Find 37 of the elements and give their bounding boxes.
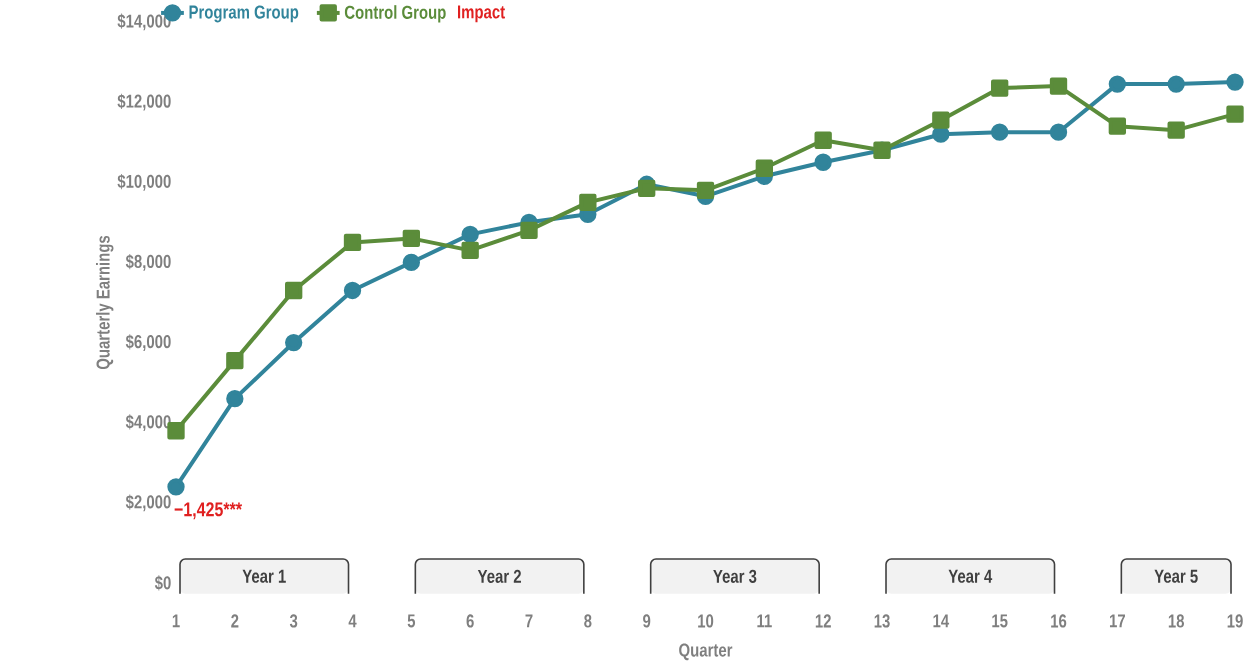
legend-label: Program Group (189, 5, 299, 23)
y-tick-label: $4,000 (125, 414, 171, 432)
y-tick-label: $12,000 (117, 93, 171, 111)
y-tick-label: $10,000 (117, 173, 171, 191)
x-tick-label: 16 (1051, 614, 1067, 628)
x-tick-label: 12 (815, 614, 831, 628)
band-label: Year 5 (1154, 569, 1198, 583)
x-tick-label: 11 (757, 614, 772, 628)
y-tick-label: $2,000 (125, 494, 171, 512)
x-tick-label: 2 (231, 614, 239, 628)
y-tick-label: $0 (154, 575, 171, 591)
x-tick-label: 13 (874, 614, 890, 628)
annotation: −1,425*** (174, 502, 243, 520)
x-tick-label: 10 (698, 614, 714, 628)
x-tick-label: 7 (525, 614, 533, 628)
x-tick-label: 6 (466, 614, 474, 628)
annotation: Impact (457, 5, 505, 23)
x-tick-label: 4 (348, 614, 357, 628)
y-tick-label: $6,000 (125, 334, 171, 351)
x-tick-label: 9 (643, 614, 651, 628)
x-tick-label: 3 (289, 614, 298, 628)
band-label: Year 1 (242, 569, 286, 583)
x-axis-title: Quarter (679, 643, 733, 661)
y-tick-label: $8,000 (125, 254, 171, 271)
y-axis-title: Quarterly Earnings (96, 235, 114, 370)
x-tick-label: 15 (992, 614, 1008, 628)
x-tick-label: 14 (933, 614, 950, 628)
x-tick-label: 18 (1168, 614, 1185, 628)
band-label: Year 4 (948, 569, 993, 583)
band-label: Year 3 (713, 569, 757, 583)
x-tick-label: 19 (1227, 614, 1243, 628)
x-tick-label: 1 (172, 614, 180, 628)
band-label: Year 2 (477, 569, 521, 583)
x-tick-label: 5 (407, 614, 416, 628)
legend-label: Control Group (344, 5, 446, 23)
x-tick-label: 17 (1109, 614, 1125, 628)
x-tick-label: 8 (584, 614, 592, 628)
